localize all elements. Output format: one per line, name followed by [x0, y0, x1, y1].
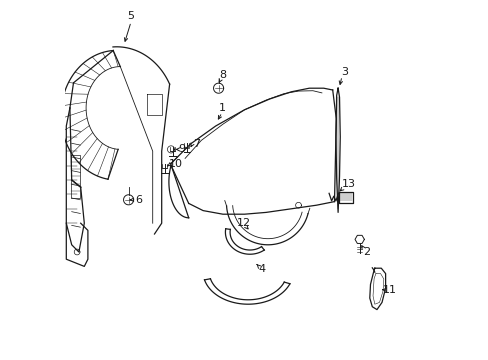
Text: 12: 12: [236, 218, 250, 228]
Text: 2: 2: [363, 247, 370, 257]
Text: 7: 7: [193, 139, 200, 149]
Text: 1: 1: [218, 103, 225, 113]
Text: 8: 8: [219, 70, 226, 80]
Text: 3: 3: [341, 67, 347, 77]
Text: 6: 6: [135, 195, 142, 205]
Text: 11: 11: [382, 285, 396, 295]
Text: 13: 13: [341, 179, 355, 189]
Text: 9: 9: [178, 144, 184, 154]
Text: 4: 4: [258, 264, 265, 274]
Text: 5: 5: [127, 11, 134, 21]
Text: 10: 10: [168, 159, 182, 169]
